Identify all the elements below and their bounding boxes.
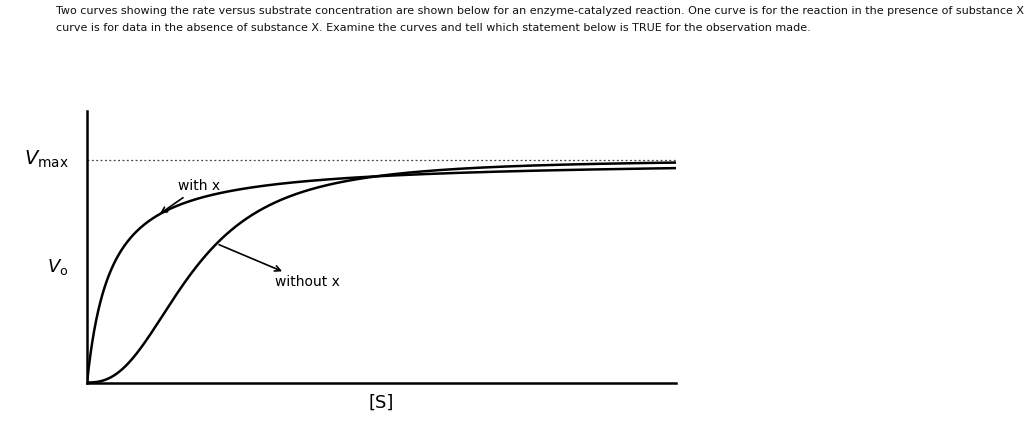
Text: Two curves showing the rate versus substrate concentration are shown below for a: Two curves showing the rate versus subst… <box>56 6 1024 17</box>
Text: with x: with x <box>162 179 220 212</box>
X-axis label: [S]: [S] <box>369 394 394 411</box>
Text: without x: without x <box>219 245 340 289</box>
Text: curve is for data in the absence of substance X. Examine the curves and tell whi: curve is for data in the absence of subs… <box>56 23 811 34</box>
Text: $\mathit{V}_{\mathrm{max}}$: $\mathit{V}_{\mathrm{max}}$ <box>24 149 69 170</box>
Text: $\mathit{V}_{\mathrm{o}}$: $\mathit{V}_{\mathrm{o}}$ <box>47 257 69 277</box>
